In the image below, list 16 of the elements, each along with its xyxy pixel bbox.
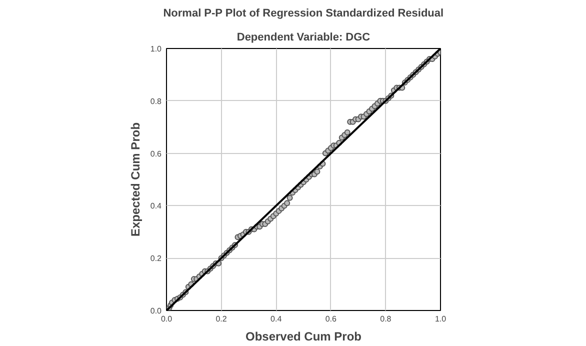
chart-subtitle: Dependent Variable: DGC bbox=[236, 32, 370, 44]
chart-title: Normal P-P Plot of Regression Standardized Residual bbox=[163, 8, 444, 20]
x-tick-label: 1.0 bbox=[434, 314, 447, 324]
y-tick-label: 0.6 bbox=[150, 149, 162, 158]
y-tick-label: 0.0 bbox=[150, 306, 162, 316]
x-tick-label: 0.6 bbox=[325, 314, 338, 324]
y-tick-label: 1.0 bbox=[150, 44, 162, 54]
x-tick-label: 0.2 bbox=[216, 314, 228, 324]
x-tick-label: 0.0 bbox=[160, 314, 173, 324]
y-tick-label: 0.4 bbox=[150, 202, 162, 211]
x-tick-label: 0.4 bbox=[270, 314, 282, 324]
x-tick-label: 0.8 bbox=[380, 314, 392, 324]
y-tick-label: 0.2 bbox=[150, 254, 162, 264]
x-axis-title: Observed Cum Prob bbox=[245, 330, 362, 344]
y-tick-label: 0.8 bbox=[150, 96, 162, 106]
y-axis-title: Expected Cum Prob bbox=[128, 122, 142, 237]
